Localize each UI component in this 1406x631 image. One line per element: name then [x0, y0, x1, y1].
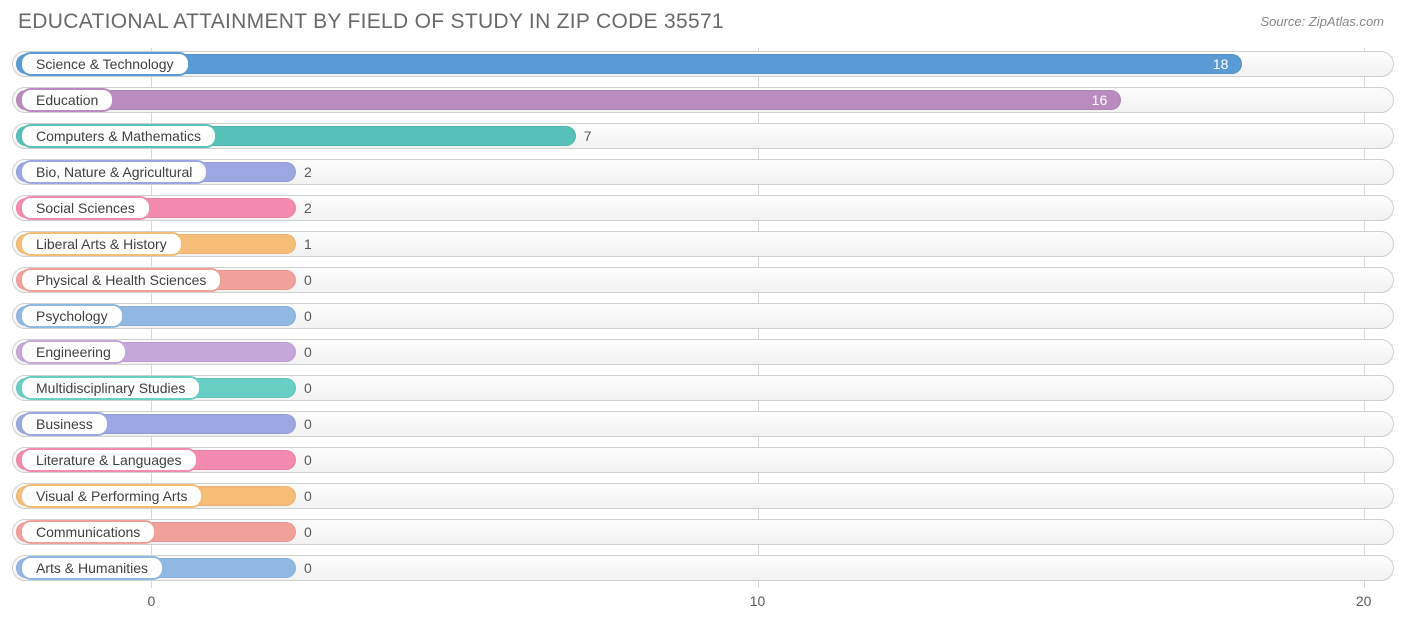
bar-value-label: 0 [304, 524, 312, 540]
bar-row: Liberal Arts & History 1 [12, 228, 1394, 260]
bar-value-label: 2 [304, 164, 312, 180]
bar-value-label: 0 [304, 416, 312, 432]
bar-value-label: 2 [304, 200, 312, 216]
bar-row: Bio, Nature & Agricultural 2 [12, 156, 1394, 188]
bar-rows: Science & Technology 18 Education 16 Compute… [12, 48, 1394, 584]
bar-value-label: 7 [584, 128, 592, 144]
x-tick-label: 10 [750, 593, 766, 609]
bar-value-label: 1 [304, 236, 312, 252]
bar-row: Visual & Performing Arts 0 [12, 480, 1394, 512]
bar-row: Literature & Languages 0 [12, 444, 1394, 476]
plot-area: Science & Technology 18 Education 16 Compute… [12, 48, 1394, 618]
category-pill: Multidisciplinary Studies [20, 376, 201, 400]
bar-row: Physical & Health Sciences 0 [12, 264, 1394, 296]
bar-value-label: 0 [304, 272, 312, 288]
bar-row: Business 0 [12, 408, 1394, 440]
category-pill: Communications [20, 520, 156, 544]
x-tick-label: 20 [1356, 593, 1372, 609]
category-pill: Visual & Performing Arts [20, 484, 203, 508]
bar-row: Engineering 0 [12, 336, 1394, 368]
bar-value-label: 0 [304, 308, 312, 324]
bar-value-label: 0 [304, 344, 312, 360]
chart-container: { "header": { "title": "EDUCATIONAL ATTA… [0, 0, 1406, 631]
x-tick-label: 0 [148, 593, 156, 609]
category-pill: Literature & Languages [20, 448, 198, 472]
bar-fill [16, 90, 1121, 110]
chart-source: Source: ZipAtlas.com [1260, 10, 1384, 29]
bar-value-label: 16 [1092, 92, 1108, 108]
category-pill: Arts & Humanities [20, 556, 164, 580]
category-pill: Liberal Arts & History [20, 232, 183, 256]
bar-row: Social Sciences 2 [12, 192, 1394, 224]
bar-value-label: 0 [304, 380, 312, 396]
bar-row: Communications 0 [12, 516, 1394, 548]
category-pill: Computers & Mathematics [20, 124, 217, 148]
chart-title: EDUCATIONAL ATTAINMENT BY FIELD OF STUDY… [18, 10, 724, 34]
bar-value-label: 0 [304, 488, 312, 504]
bar-row: Psychology 0 [12, 300, 1394, 332]
bar-row: Arts & Humanities 0 [12, 552, 1394, 584]
bar-row: Multidisciplinary Studies 0 [12, 372, 1394, 404]
bar-row: Science & Technology 18 [12, 48, 1394, 80]
category-pill: Business [20, 412, 109, 436]
category-pill: Social Sciences [20, 196, 151, 220]
bar-value-label: 18 [1213, 56, 1229, 72]
bar-row: Education 16 [12, 84, 1394, 116]
bar-value-label: 0 [304, 452, 312, 468]
bar-value-label: 0 [304, 560, 312, 576]
category-pill: Science & Technology [20, 52, 190, 76]
bar-row: Computers & Mathematics 7 [12, 120, 1394, 152]
category-pill: Education [20, 88, 114, 112]
category-pill: Psychology [20, 304, 124, 328]
bar-fill [16, 54, 1242, 74]
category-pill: Engineering [20, 340, 127, 364]
category-pill: Physical & Health Sciences [20, 268, 222, 292]
category-pill: Bio, Nature & Agricultural [20, 160, 208, 184]
chart-header: EDUCATIONAL ATTAINMENT BY FIELD OF STUDY… [0, 0, 1406, 40]
